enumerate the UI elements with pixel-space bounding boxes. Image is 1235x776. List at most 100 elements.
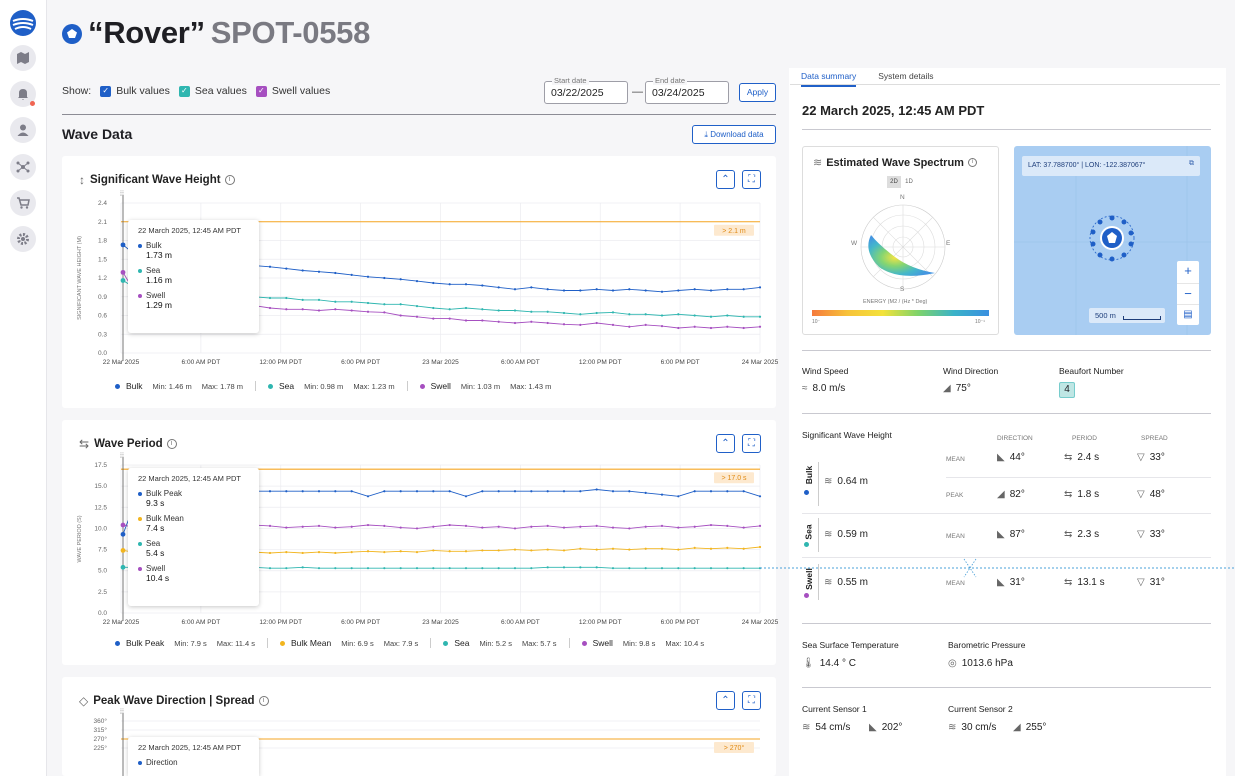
data-point <box>562 311 566 315</box>
data-point <box>611 547 615 550</box>
bulk-checkbox[interactable]: ✓ Bulk values <box>100 85 170 97</box>
zoom-in-button[interactable]: + <box>1177 261 1199 283</box>
y-tick-label: 2.4 <box>98 200 107 207</box>
legend-item[interactable]: Bulk Peak Min: 7.9 s Max: 11.4 s <box>115 638 255 648</box>
end-date-field[interactable]: End date 03/24/2025 <box>645 76 729 104</box>
data-point <box>758 524 762 527</box>
swh-tooltip: 22 March 2025, 12:45 AM PDT Bulk 1.73 m … <box>128 220 259 333</box>
detail-tabs: Data summary System details <box>801 71 956 87</box>
data-point <box>301 298 304 301</box>
data-point <box>709 326 713 330</box>
legend-max: Max: 1.78 m <box>201 381 243 391</box>
bell-icon[interactable] <box>10 81 36 107</box>
data-point <box>513 490 517 493</box>
map-icon[interactable] <box>10 45 36 71</box>
sea-mean-label: MEAN <box>946 533 965 540</box>
tooltip-series-value: 5.4 s <box>146 548 165 558</box>
data-point <box>628 567 631 570</box>
mode-2d-button[interactable]: 2D <box>887 176 901 188</box>
pwd-title: ◇ Peak Wave Direction | Spread i <box>79 694 269 708</box>
legend-item[interactable]: Bulk Min: 1.46 m Max: 1.78 m <box>115 381 243 391</box>
info-icon[interactable]: i <box>166 439 177 449</box>
wave-spectrum-card: ≋ Estimated Wave Spectrum i 2D 1D N E S W … <box>802 146 999 335</box>
current2-speed: ≋ 30 cm/s <box>948 722 996 733</box>
data-point <box>693 325 696 328</box>
wp-chart[interactable]: 17.5 15.0 12.5 10.0 7.5 5.0 2.5 0.0 22 Mar 2025 6… <box>62 420 779 665</box>
data-point <box>742 315 745 318</box>
spotter-marker[interactable] <box>1087 213 1137 263</box>
x-tick-label: 24 Mar 2025 <box>742 359 779 366</box>
swell-checkbox[interactable]: ✓ Swell values <box>255 85 330 97</box>
direction-arrow-icon: ◣ <box>997 452 1005 463</box>
legend-item[interactable]: Sea Min: 5.2 s Max: 5.7 s <box>443 638 557 648</box>
map-layers-button[interactable]: ▤ <box>1177 304 1199 325</box>
map-scale: 500 m <box>1089 308 1165 323</box>
user-icon[interactable] <box>10 117 36 143</box>
gear-icon[interactable] <box>10 226 36 252</box>
page-title: “Rover” SPOT-0558 <box>88 15 370 51</box>
data-point <box>677 548 680 551</box>
data-point <box>579 547 582 550</box>
direction-arrow-icon: ◣ <box>997 577 1005 588</box>
data-point <box>726 325 729 328</box>
collapse-button[interactable]: ⌃ <box>716 170 735 189</box>
legend-item[interactable]: Swell Min: 1.03 m Max: 1.43 m <box>419 381 551 391</box>
show-label: Show: <box>62 85 92 97</box>
legend-min: Min: 5.2 s <box>479 638 512 648</box>
bulk-height: ≋ 0.64 m <box>824 476 868 487</box>
data-point <box>611 567 615 570</box>
tab-system-details[interactable]: System details <box>878 71 934 81</box>
data-point <box>481 284 484 287</box>
colorbar-min: 10⁻ <box>812 319 821 325</box>
data-point <box>513 321 517 325</box>
fullscreen-button[interactable]: ⛶ <box>742 170 761 189</box>
start-date-field[interactable]: Start date 03/22/2025 <box>544 76 628 104</box>
checkmark-icon: ✓ <box>178 85 190 97</box>
fullscreen-button[interactable]: ⛶ <box>742 691 761 710</box>
sea-checkbox[interactable]: ✓ Sea values <box>178 85 247 97</box>
drag-handle-icon[interactable]: ⁞⁞ <box>120 709 124 716</box>
logo[interactable] <box>10 10 36 36</box>
download-data-button[interactable]: ⤓ Download data <box>692 125 776 144</box>
collapse-button[interactable]: ⌃ <box>716 691 735 710</box>
data-point <box>677 567 680 570</box>
info-icon[interactable]: i <box>224 175 235 185</box>
bulk-mean-spread: ▽ 33° <box>1137 452 1165 463</box>
cart-icon[interactable] <box>10 190 36 216</box>
apply-button[interactable]: Apply <box>739 83 776 102</box>
pwd-chart[interactable]: 360°315°270°225° > 270° ⁞⁞ <box>62 677 776 776</box>
data-point <box>317 309 321 312</box>
data-point <box>268 567 272 570</box>
zoom-out-button[interactable]: − <box>1177 283 1199 304</box>
x-tick-label: 6:00 PM PDT <box>661 359 700 366</box>
drag-handle-icon[interactable]: ⁞⁞ <box>120 191 124 198</box>
data-point <box>758 325 762 328</box>
spread-icon: ▽ <box>1137 577 1145 588</box>
data-point <box>268 524 272 527</box>
swell-height-text: 0.55 m <box>837 577 868 588</box>
tooltip-bulk-peak: Bulk Peak <box>138 489 249 498</box>
data-point <box>709 315 713 318</box>
polar-spectrum-plot <box>860 204 946 290</box>
info-icon[interactable]: i <box>967 158 977 167</box>
legend-item[interactable]: Sea Min: 0.98 m Max: 1.23 m <box>268 381 395 391</box>
value-text: 13.1 s <box>1077 577 1105 588</box>
data-point <box>644 323 647 326</box>
data-point <box>464 319 468 322</box>
period-icon: ⇆ <box>1064 577 1073 588</box>
data-point <box>660 314 664 317</box>
copy-icon[interactable]: ⧉ <box>1189 160 1194 167</box>
data-point <box>595 488 598 491</box>
y-tick-label: 1.5 <box>98 256 107 263</box>
fullscreen-button[interactable]: ⛶ <box>742 434 761 453</box>
info-icon[interactable]: i <box>258 696 269 706</box>
mode-1d-button[interactable]: 1D <box>905 179 913 185</box>
legend-item[interactable]: Swell Min: 9.8 s Max: 10.4 s <box>581 638 704 648</box>
drag-handle-icon[interactable]: ⁞⁞ <box>120 453 124 460</box>
collapse-button[interactable]: ⌃ <box>716 434 735 453</box>
legend-item[interactable]: Bulk Mean Min: 6.9 s Max: 7.9 s <box>280 638 418 648</box>
data-point <box>595 524 598 527</box>
network-icon[interactable] <box>10 154 36 180</box>
tab-data-summary[interactable]: Data summary <box>801 71 857 87</box>
location-map[interactable]: LAT: 37.788700° | LON: -122.387067° ⧉ + −… <box>1014 146 1211 335</box>
